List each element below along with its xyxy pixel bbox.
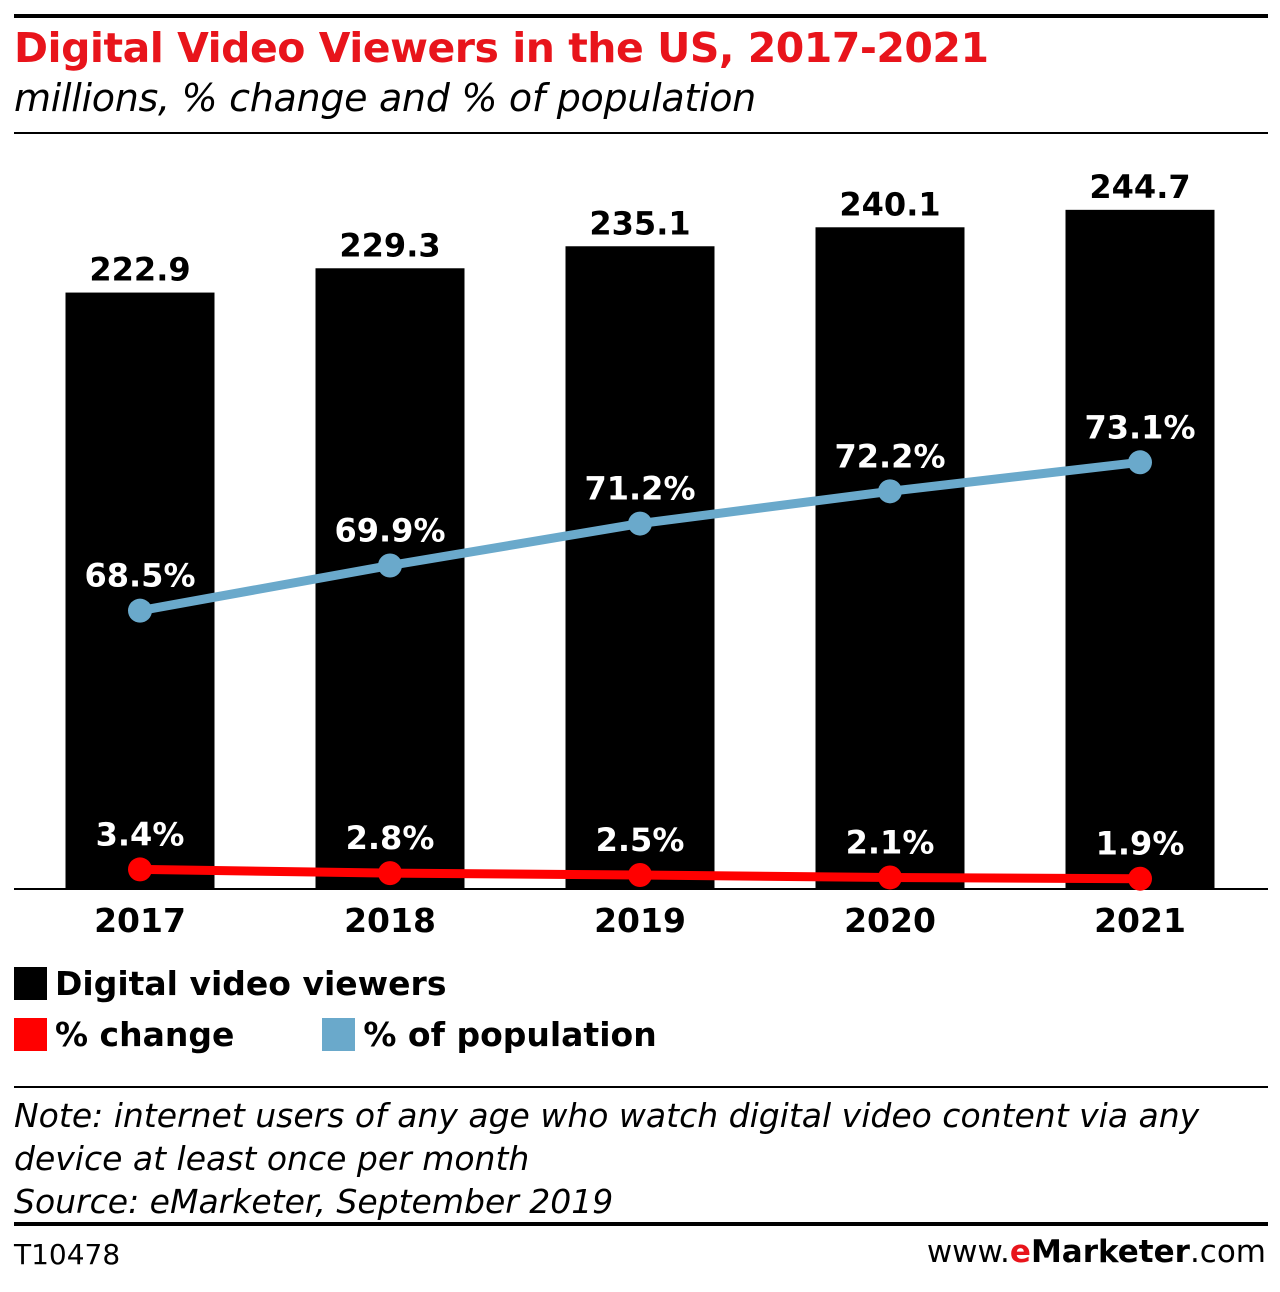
population-point-2020 <box>878 479 902 504</box>
change-label-2021: 1.9% <box>1096 825 1185 863</box>
bar-label-2020: 240.1 <box>839 185 940 223</box>
x-tick-2018: 2018 <box>344 901 436 940</box>
brand-prefix: www. <box>926 1234 1010 1270</box>
population-label-2018: 69.9% <box>334 512 445 550</box>
brand-e: e <box>1009 1234 1031 1270</box>
bar-2020 <box>815 227 965 888</box>
chart-id: T10478 <box>14 1238 121 1271</box>
footer-rule <box>14 1222 1268 1226</box>
legend-row-1: Digital video viewers <box>14 963 534 1003</box>
change-label-2018: 2.8% <box>346 819 435 857</box>
population-label-2017: 68.5% <box>84 557 195 595</box>
brand-suffix: .com <box>1189 1234 1266 1270</box>
bar-2021 <box>1065 209 1215 888</box>
legend-item-change: % change <box>14 1015 234 1054</box>
change-point-2021 <box>1128 866 1152 891</box>
bar-label-2017: 222.9 <box>89 251 190 289</box>
header-rule <box>14 132 1268 134</box>
legend-swatch-change <box>14 1017 47 1051</box>
chart-title: Digital Video Viewers in the US, 2017-20… <box>14 24 989 72</box>
legend-swatch-viewers <box>14 966 47 1000</box>
note-rule <box>14 1086 1268 1088</box>
x-tick-2021: 2021 <box>1094 901 1186 940</box>
legend-row-2: % change % of population <box>14 1014 745 1054</box>
change-point-2020 <box>878 865 902 890</box>
chart-plot: 222.9 229.3 235.1 240.1 244.7 2017 2018 2019 202… <box>14 168 1268 940</box>
note-line-1: Note: internet users of any age who watc… <box>14 1096 1200 1135</box>
legend-label-change: % change <box>55 1014 235 1054</box>
chart-subtitle: millions, % change and % of population <box>14 76 756 120</box>
emarketer-logo[interactable]: www.eMarketer.com <box>927 1234 1266 1270</box>
population-label-2019: 71.2% <box>584 470 695 508</box>
top-rule <box>14 14 1268 18</box>
x-tick-2017: 2017 <box>94 901 186 940</box>
bar-label-2018: 229.3 <box>339 226 440 264</box>
population-point-2017 <box>128 598 152 623</box>
bar-label-2019: 235.1 <box>589 204 690 242</box>
legend-swatch-population <box>322 1017 356 1051</box>
bar-2019 <box>565 246 715 888</box>
bar-2017 <box>65 292 215 888</box>
bar-label-2021: 244.7 <box>1089 168 1190 206</box>
brand-main: Marketer <box>1030 1234 1190 1270</box>
x-tick-2019: 2019 <box>594 901 686 940</box>
change-point-2019 <box>628 862 652 887</box>
change-point-2018 <box>378 861 402 886</box>
source-line: Source: eMarketer, September 2019 <box>14 1182 614 1221</box>
legend-label-population: % of population <box>363 1014 657 1054</box>
population-label-2021: 73.1% <box>1084 408 1195 446</box>
change-point-2017 <box>128 857 152 882</box>
change-label-2020: 2.1% <box>846 823 935 861</box>
x-tick-2020: 2020 <box>844 901 936 940</box>
population-point-2021 <box>1128 450 1152 475</box>
note-line-2: device at least once per month <box>14 1139 530 1178</box>
change-label-2019: 2.5% <box>596 821 685 859</box>
legend-label-viewers: Digital video viewers <box>55 963 447 1003</box>
population-point-2019 <box>628 511 652 536</box>
change-label-2017: 3.4% <box>96 815 185 853</box>
chart-note: Note: internet users of any age who watc… <box>14 1094 1264 1223</box>
population-label-2020: 72.2% <box>834 437 945 475</box>
population-point-2018 <box>378 553 402 578</box>
legend-item-population: % of population <box>322 1014 657 1054</box>
legend-item-viewers: Digital video viewers <box>14 964 446 1003</box>
